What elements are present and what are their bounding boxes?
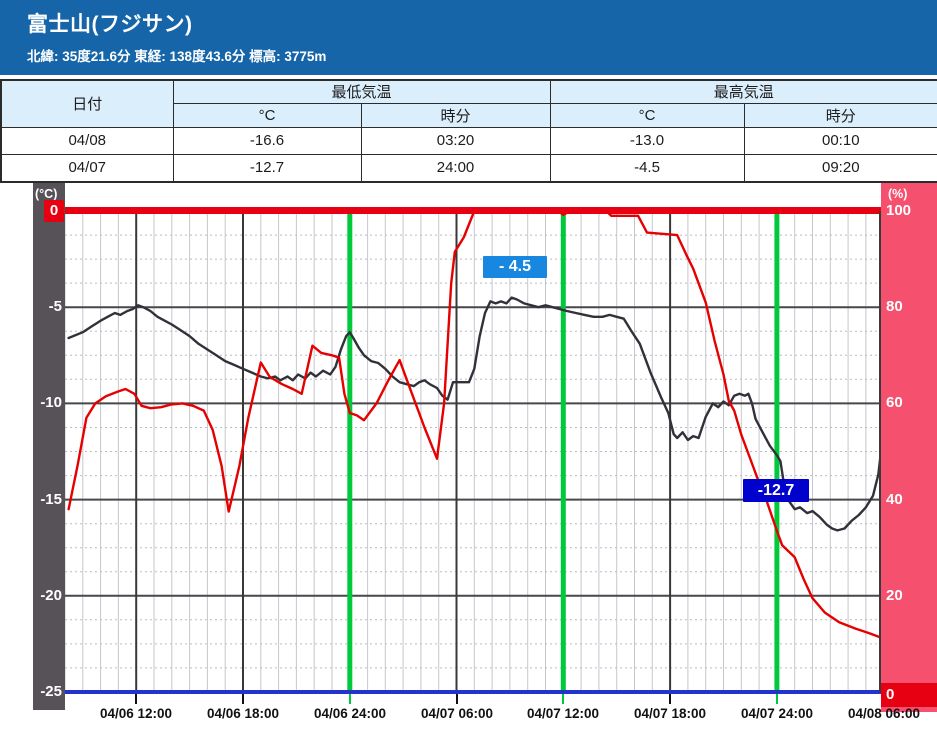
table-row-0408: 04/08 -16.6 03:20 -13.0 00:10 (0, 126, 937, 155)
chart-value-annotation: -12.7 (743, 479, 809, 502)
col-header-min-time: 時分 (360, 102, 551, 128)
col-header-min-celsius: °C (172, 102, 362, 128)
series-temperature_c (67, 296, 881, 532)
x-axis-tick (242, 694, 244, 704)
y-axis-left-tick-label: -5 (48, 298, 62, 315)
top-border-line (65, 207, 881, 214)
x-axis-tick (349, 694, 351, 704)
series-humidity_pct (67, 211, 881, 639)
min-time-cell: 24:00 (360, 153, 551, 182)
titlebar: 富士山(フジサン) 北緯: 35度21.6分 東経: 138度43.6分 標高:… (0, 0, 937, 75)
chart-value-annotation: - 4.5 (483, 256, 547, 278)
y-axis-left-tick-label: -15 (40, 491, 62, 508)
y-axis-left-tick-label: -25 (40, 683, 62, 700)
min-temp-cell: -16.6 (172, 126, 362, 155)
right-axis-strip (881, 183, 937, 712)
x-axis-tick-label: 04/07 06:00 (420, 706, 494, 721)
table-row-0407: 04/07 -12.7 24:00 -4.5 09:20 (0, 153, 937, 182)
y-axis-left-zero-label: 0 (44, 200, 64, 222)
y-axis-right-tick-label: 80 (886, 298, 903, 315)
y-axis-right-tick-label: 60 (886, 394, 903, 411)
col-header-date: 日付 (0, 79, 174, 128)
max-time-cell: 00:10 (743, 126, 937, 155)
date-cell: 04/08 (0, 126, 174, 155)
left-axis-unit-label: (°C) (35, 187, 58, 201)
col-header-max-temp: 最高気温 (549, 79, 937, 104)
station-coordinates: 北緯: 35度21.6分 東経: 138度43.6分 標高: 3775m (27, 49, 327, 64)
y-axis-right-tick-label: 20 (886, 587, 903, 604)
y-axis-right-tick-label: 100 (886, 202, 912, 219)
max-temp-cell: -13.0 (549, 126, 745, 155)
x-axis-tick (562, 694, 564, 704)
x-axis-tick-label: 04/06 12:00 (99, 706, 173, 721)
y-axis-right-tick-label: 40 (886, 491, 903, 508)
x-axis-tick-label: 04/07 24:00 (740, 706, 814, 721)
x-axis-tick-label: 04/08 06:00 (847, 706, 921, 721)
y-axis-left-tick-label: -10 (40, 394, 62, 411)
min-time-cell: 03:20 (360, 126, 551, 155)
plot-right-edge (879, 211, 881, 692)
page-title: 富士山(フジサン) (27, 13, 193, 36)
min-temp-cell: -12.7 (172, 153, 362, 182)
bottom-border-line (65, 690, 881, 694)
x-axis-tick-label: 04/07 18:00 (633, 706, 707, 721)
col-header-max-celsius: °C (549, 102, 745, 128)
col-header-max-time: 時分 (743, 102, 937, 128)
temperature-table: 日付 最低気温 最高気温 °C 時分 °C 時分 04/08 -16.6 03:… (0, 79, 937, 183)
y-axis-right-zero-label: 0 (881, 683, 937, 707)
x-axis-tick-label: 04/06 18:00 (206, 706, 280, 721)
x-axis-tick (135, 694, 137, 704)
x-axis-tick-label: 04/06 24:00 (313, 706, 387, 721)
col-header-min-temp: 最低気温 (172, 79, 551, 104)
x-axis-tick (776, 694, 778, 704)
y-axis-left-tick-label: -20 (40, 587, 62, 604)
chart-plot (65, 211, 881, 692)
max-temp-cell: -4.5 (549, 153, 745, 182)
date-cell: 04/07 (0, 153, 174, 182)
max-time-cell: 09:20 (743, 153, 937, 182)
x-axis-tick (669, 694, 671, 704)
temperature-humidity-chart: (°C) 0 -5 -10 -15 -20 -25 (%) 100 80 60 40 20 0 04/06 … (0, 183, 937, 736)
x-axis-tick-label: 04/07 12:00 (526, 706, 600, 721)
left-axis-strip (33, 183, 65, 710)
x-axis-tick (456, 694, 458, 704)
right-axis-unit-label: (%) (888, 187, 908, 201)
